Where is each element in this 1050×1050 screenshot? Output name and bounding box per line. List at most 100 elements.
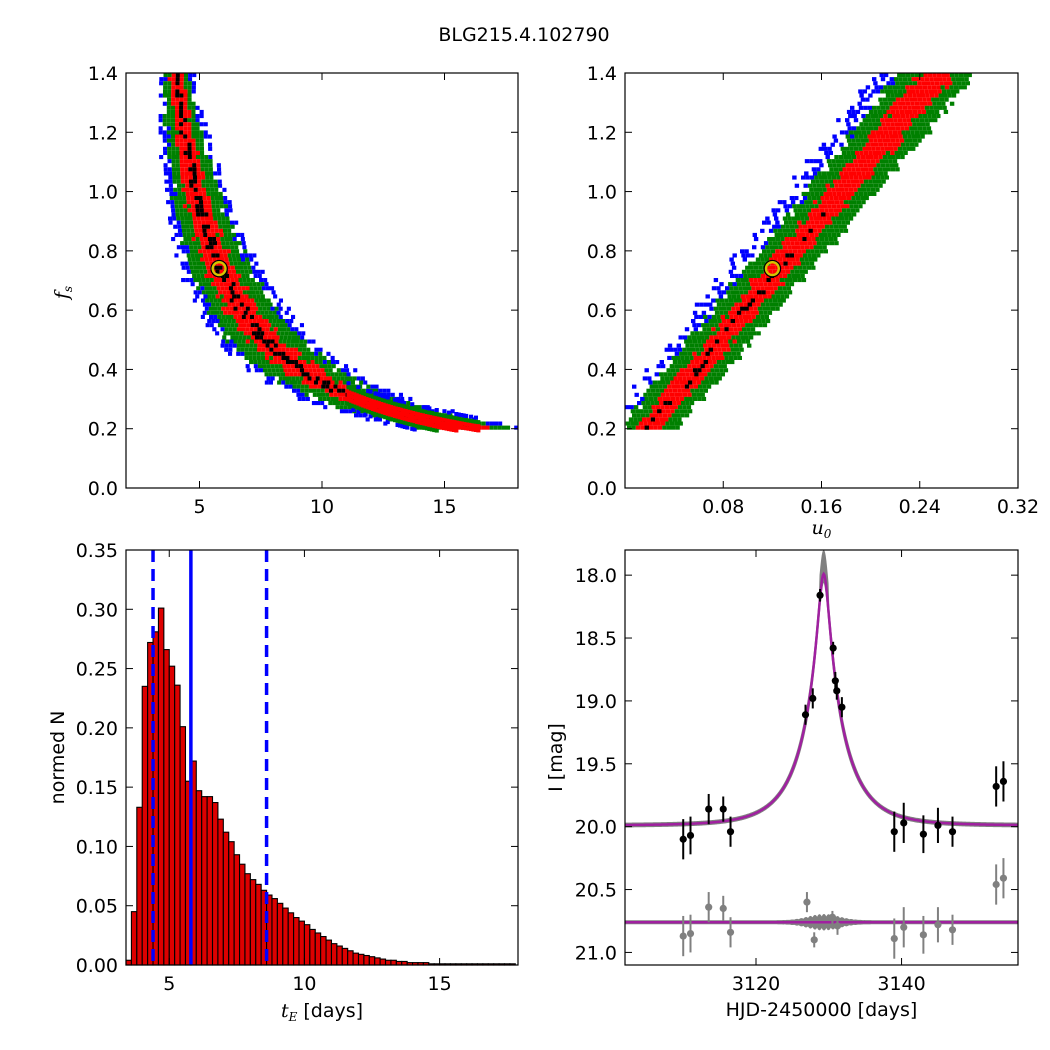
y-tick-label: 0.0 — [587, 478, 617, 500]
likelihood-cell — [675, 368, 680, 373]
likelihood-cell — [825, 212, 830, 217]
likelihood-cell — [843, 200, 849, 205]
likelihood-cell — [870, 187, 876, 192]
likelihood-cell — [230, 220, 235, 225]
likelihood-cell — [649, 425, 654, 430]
data-point — [833, 687, 841, 695]
likelihood-cell — [889, 134, 894, 139]
likelihood-cell — [171, 81, 176, 86]
likelihood-cell — [200, 241, 205, 246]
likelihood-cell — [917, 97, 923, 102]
best-sample-cell — [750, 298, 756, 303]
likelihood-cell — [696, 364, 701, 369]
likelihood-cell — [954, 73, 959, 78]
likelihood-cell — [933, 118, 938, 123]
likelihood-cell — [845, 146, 850, 151]
likelihood-cell — [230, 249, 235, 254]
likelihood-cell — [840, 175, 845, 180]
data-point — [833, 922, 842, 930]
likelihood-cell — [894, 93, 899, 98]
best-sample-cell — [192, 171, 197, 176]
likelihood-cell — [791, 273, 796, 278]
likelihood-cell — [244, 269, 249, 274]
likelihood-cell — [771, 237, 776, 242]
best-sample-cell — [179, 93, 184, 98]
likelihood-cell — [884, 89, 889, 94]
likelihood-cell — [679, 368, 685, 373]
likelihood-cell — [885, 93, 891, 98]
likelihood-cell — [172, 179, 177, 184]
likelihood-cell — [681, 372, 686, 377]
likelihood-cell — [769, 257, 774, 262]
likelihood-cell — [813, 159, 818, 164]
likelihood-cell — [816, 196, 821, 201]
likelihood-cell — [895, 167, 900, 172]
likelihood-cell — [938, 93, 943, 98]
likelihood-cell — [278, 339, 283, 344]
histogram-bar — [390, 959, 397, 966]
likelihood-cell — [432, 415, 437, 420]
likelihood-cell — [672, 388, 678, 393]
likelihood-cell — [348, 376, 353, 381]
likelihood-cell — [846, 122, 851, 127]
best-sample-cell — [299, 368, 304, 373]
y-tick-label: 0.6 — [88, 300, 118, 322]
likelihood-cell — [817, 200, 822, 205]
likelihood-cell — [664, 376, 670, 381]
likelihood-cell — [205, 179, 210, 184]
likelihood-cell — [215, 310, 220, 315]
y-tick-label: 1.2 — [88, 122, 118, 144]
likelihood-cell — [787, 261, 793, 266]
likelihood-cell — [823, 249, 828, 254]
likelihood-cell — [208, 212, 213, 217]
likelihood-cell — [264, 351, 269, 356]
likelihood-cell — [417, 420, 422, 425]
likelihood-cell — [686, 376, 692, 381]
likelihood-cell — [233, 286, 238, 291]
likelihood-cell — [293, 372, 298, 377]
data-point — [992, 880, 1000, 889]
likelihood-cell — [400, 399, 405, 404]
likelihood-cell — [864, 196, 869, 201]
likelihood-cell — [201, 187, 206, 192]
likelihood-cell — [211, 200, 216, 205]
likelihood-cell — [819, 191, 824, 196]
likelihood-cell — [704, 347, 709, 352]
likelihood-cell — [724, 355, 729, 360]
likelihood-cell — [200, 216, 205, 221]
likelihood-cell — [722, 335, 727, 340]
likelihood-cell — [291, 368, 296, 373]
likelihood-cell — [792, 204, 797, 209]
likelihood-cell — [882, 97, 888, 102]
likelihood-cell — [427, 426, 432, 431]
likelihood-cell — [266, 376, 271, 381]
likelihood-cell — [748, 290, 753, 295]
likelihood-cell — [200, 150, 205, 155]
likelihood-cell — [184, 175, 189, 180]
likelihood-cell — [778, 245, 783, 250]
likelihood-cell — [728, 339, 733, 344]
likelihood-cell — [784, 208, 790, 213]
likelihood-cell — [745, 310, 751, 315]
likelihood-cell — [858, 89, 863, 94]
likelihood-cell — [736, 323, 741, 328]
likelihood-cell — [726, 290, 731, 295]
likelihood-cell — [171, 77, 176, 82]
likelihood-cell — [383, 415, 388, 420]
likelihood-cell — [790, 241, 795, 246]
likelihood-cell — [361, 407, 366, 412]
likelihood-cell — [718, 306, 723, 311]
likelihood-cell — [812, 241, 817, 246]
likelihood-cell — [731, 351, 737, 356]
likelihood-cell — [178, 232, 183, 237]
likelihood-cell — [846, 196, 852, 201]
likelihood-cell — [844, 216, 849, 221]
y-tick-label: 1.4 — [587, 63, 617, 85]
likelihood-cell — [243, 282, 248, 287]
likelihood-cell — [835, 216, 840, 221]
likelihood-cell — [748, 306, 754, 311]
likelihood-cell — [820, 224, 825, 229]
best-sample-cell — [179, 122, 184, 127]
likelihood-cell — [212, 257, 217, 262]
likelihood-cell — [695, 347, 700, 352]
